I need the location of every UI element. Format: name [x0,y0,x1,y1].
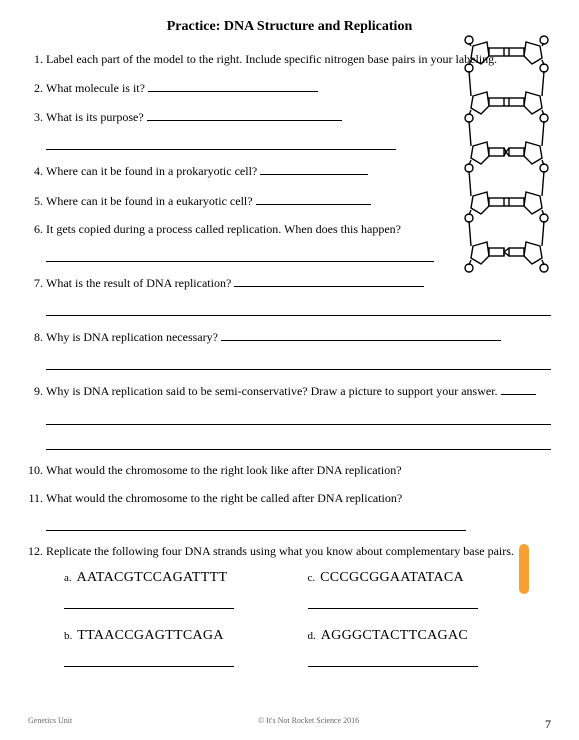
question-text: Why is DNA replication said to be semi-c… [46,384,498,398]
answer-blank[interactable] [147,108,342,121]
sequence-c: c. CCCGCGGAATATACA [308,569,552,609]
answer-blank[interactable] [46,301,551,316]
question-text: Label each part of the model to the righ… [46,52,497,66]
sequence-text: CCCGCGGAATATACA [320,570,464,585]
question-10: What would the chromosome to the right l… [46,462,551,478]
sequence-d: d. AGGGCTACTTCAGAC [308,627,552,667]
page-footer: Genetics Unit © It's Not Rocket Science … [28,716,551,732]
sequence-b: b. TTAACCGAGTTCAGA [64,627,308,667]
sequence-letter: a. [64,572,72,584]
answer-blank[interactable] [234,274,424,287]
question-text: What molecule is it? [46,81,145,95]
answer-blank[interactable] [46,355,551,370]
answer-blank[interactable] [46,516,466,531]
answer-blank[interactable] [308,654,478,667]
question-text: What is the result of DNA replication? [46,276,231,290]
answer-blank[interactable] [308,596,478,609]
answer-blank[interactable] [46,135,396,150]
sequence-text: TTAACCGAGTTCAGA [77,628,223,643]
question-8: Why is DNA replication necessary? [46,328,551,370]
answer-blank[interactable] [260,162,368,175]
question-text: Replicate the following four DNA strands… [46,544,514,558]
sequence-letter: d. [308,630,316,642]
worksheet-page: Practice: DNA Structure and Replication [0,0,579,740]
question-11: What would the chromosome to the right b… [46,490,551,531]
footer-left: Genetics Unit [28,716,72,732]
page-number: 7 [545,716,551,732]
footer-center: © It's Not Rocket Science 2016 [258,716,359,732]
sequence-text: AGGGCTACTTCAGAC [321,628,468,643]
dna-model-diagram [459,28,554,288]
answer-blank[interactable] [64,596,234,609]
question-text: Where can it be found in a prokaryotic c… [46,164,257,178]
answer-blank[interactable] [46,410,551,425]
question-text: What is its purpose? [46,110,144,124]
question-12: Replicate the following four DNA strands… [46,543,551,667]
question-text: It gets copied during a process called r… [46,222,401,236]
sequence-a: a. AATACGTCCAGATTTT [64,569,308,609]
chromosome-icon [519,544,529,594]
answer-blank[interactable] [501,382,536,395]
sequence-text: AATACGTCCAGATTTT [77,570,228,585]
answer-blank[interactable] [221,328,501,341]
answer-blank[interactable] [148,79,318,92]
sequence-row: b. TTAACCGAGTTCAGA d. AGGGCTACTTCAGAC [46,627,551,667]
question-text: Why is DNA replication necessary? [46,330,218,344]
sequence-row: a. AATACGTCCAGATTTT c. CCCGCGGAATATACA [46,569,551,609]
answer-blank[interactable] [64,654,234,667]
sequence-letter: b. [64,630,72,642]
question-text: What would the chromosome to the right b… [46,491,402,505]
answer-blank[interactable] [46,247,434,262]
question-text: Where can it be found in a eukaryotic ce… [46,194,253,208]
question-9: Why is DNA replication said to be semi-c… [46,382,551,449]
question-text: What would the chromosome to the right l… [46,463,402,477]
answer-blank[interactable] [256,192,371,205]
sequence-letter: c. [308,572,316,584]
answer-blank[interactable] [46,435,551,450]
